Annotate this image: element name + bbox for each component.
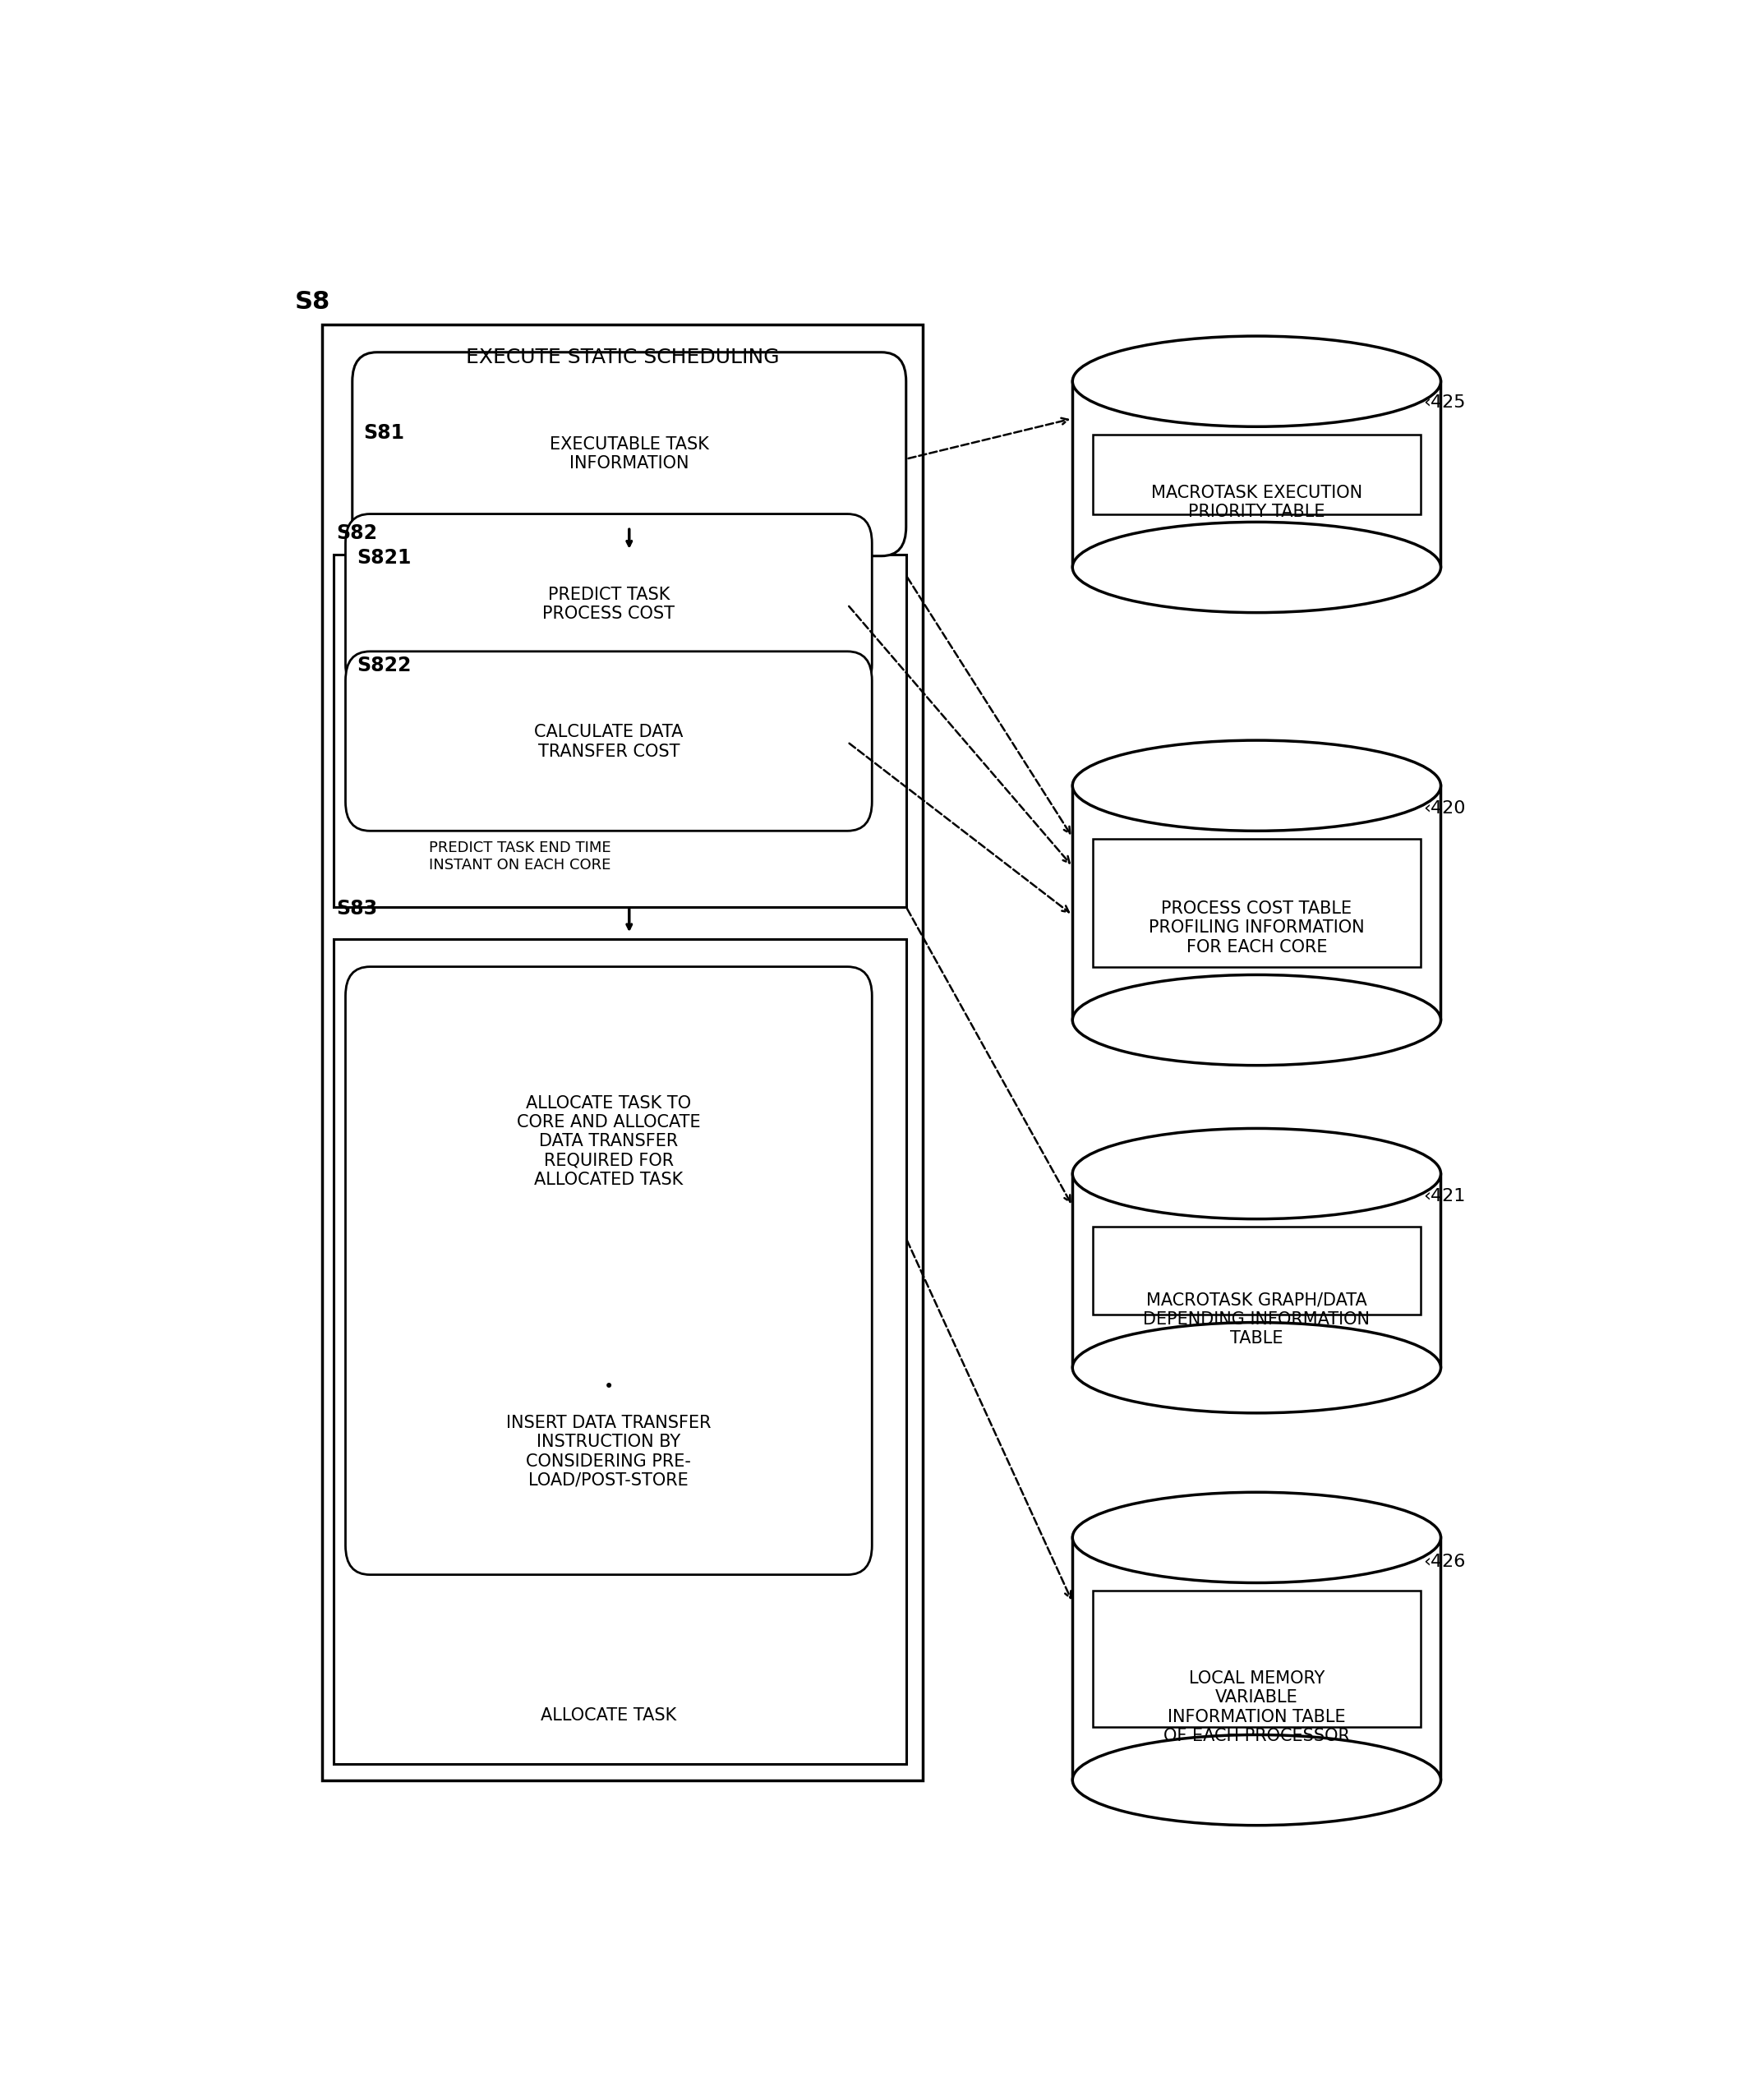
Text: ‹426: ‹426 [1424, 1554, 1466, 1571]
Polygon shape [1072, 785, 1441, 1021]
Text: ‹425: ‹425 [1424, 395, 1466, 412]
Polygon shape [1072, 1174, 1441, 1367]
Text: S83: S83 [336, 899, 377, 918]
Text: MACROTASK GRAPH/DATA
DEPENDING INFORMATION
TABLE: MACROTASK GRAPH/DATA DEPENDING INFORMATI… [1144, 1292, 1369, 1346]
Text: PREDICT TASK
PROCESS COST: PREDICT TASK PROCESS COST [542, 586, 674, 622]
Bar [333, 554, 906, 907]
Text: PREDICT TASK END TIME
INSTANT ON EACH CORE: PREDICT TASK END TIME INSTANT ON EACH CO… [429, 840, 611, 874]
FancyBboxPatch shape [345, 651, 871, 832]
Text: S82: S82 [336, 523, 377, 544]
FancyBboxPatch shape [345, 966, 871, 1575]
Text: S821: S821 [356, 548, 410, 567]
Text: EXECUTABLE TASK
INFORMATION: EXECUTABLE TASK INFORMATION [549, 437, 709, 472]
Text: LOCAL MEMORY
VARIABLE
INFORMATION TABLE
OF EACH PROCESSOR: LOCAL MEMORY VARIABLE INFORMATION TABLE … [1163, 1670, 1350, 1745]
Text: S822: S822 [356, 655, 410, 676]
Text: EXECUTE STATIC SCHEDULING: EXECUTE STATIC SCHEDULING [466, 346, 780, 367]
Polygon shape [1072, 382, 1441, 567]
Text: S81: S81 [363, 422, 405, 443]
Ellipse shape [1072, 336, 1441, 426]
Bar [1093, 1226, 1420, 1315]
Text: ‹420: ‹420 [1424, 800, 1466, 817]
Text: ALLOCATE TASK TO
CORE AND ALLOCATE
DATA TRANSFER
REQUIRED FOR
ALLOCATED TASK: ALLOCATE TASK TO CORE AND ALLOCATE DATA … [517, 1094, 700, 1189]
Bar [1093, 435, 1420, 514]
Text: MACROTASK EXECUTION
PRIORITY TABLE: MACROTASK EXECUTION PRIORITY TABLE [1151, 485, 1362, 521]
Text: CALCULATE DATA
TRANSFER COST: CALCULATE DATA TRANSFER COST [535, 724, 683, 760]
Text: •: • [604, 1380, 614, 1394]
Ellipse shape [1072, 1493, 1441, 1583]
Ellipse shape [1072, 1323, 1441, 1413]
Ellipse shape [1072, 974, 1441, 1065]
Ellipse shape [1072, 741, 1441, 832]
Bar [1093, 840, 1420, 966]
Bar [333, 939, 906, 1764]
FancyBboxPatch shape [352, 353, 906, 556]
Ellipse shape [1072, 1735, 1441, 1825]
Bar [322, 326, 922, 1781]
Bar [1093, 1592, 1420, 1726]
Ellipse shape [1072, 523, 1441, 613]
FancyBboxPatch shape [345, 514, 871, 693]
Text: INSERT DATA TRANSFER
INSTRUCTION BY
CONSIDERING PRE-
LOAD/POST-STORE: INSERT DATA TRANSFER INSTRUCTION BY CONS… [507, 1415, 711, 1489]
Text: ‹421: ‹421 [1424, 1189, 1466, 1205]
Polygon shape [1072, 1537, 1441, 1781]
Text: ALLOCATE TASK: ALLOCATE TASK [540, 1707, 676, 1724]
Ellipse shape [1072, 1128, 1441, 1218]
Text: PROCESS COST TABLE
PROFILING INFORMATION
FOR EACH CORE: PROCESS COST TABLE PROFILING INFORMATION… [1149, 901, 1364, 956]
Text: S8: S8 [296, 290, 331, 313]
